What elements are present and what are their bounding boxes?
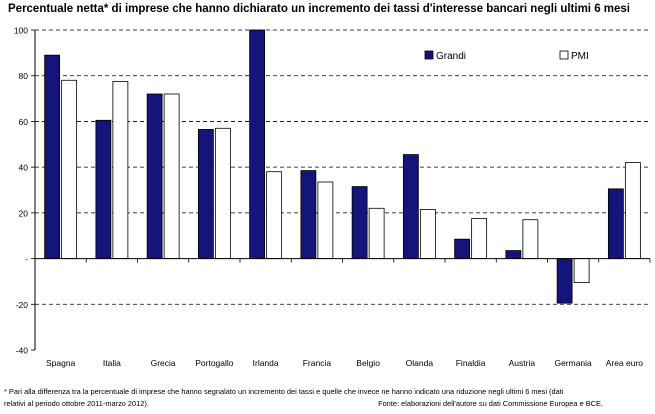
- x-tick-label: Spagna: [46, 358, 76, 368]
- x-tick-label: Olanda: [406, 358, 434, 368]
- y-tick-label: -: [25, 254, 28, 264]
- bar-pmi-grecia: [163, 93, 180, 259]
- x-tick-label: Finaldia: [456, 358, 486, 368]
- bars: [44, 29, 641, 304]
- bar-pmi-irlanda: [266, 171, 283, 259]
- y-tick-label: 40: [19, 163, 29, 173]
- bar-grandi-portogallo: [197, 129, 214, 259]
- bar-pmi-olanda: [419, 209, 436, 259]
- x-tick-label: Grecia: [151, 358, 176, 368]
- bar-grandi-austria: [505, 250, 522, 259]
- bar-grandi-finaldia: [454, 238, 471, 259]
- x-tick-label: Francia: [303, 358, 332, 368]
- axes: [31, 29, 651, 351]
- x-tick-label: Portogallo: [195, 358, 234, 368]
- bar-pmi-area-euro: [624, 162, 641, 259]
- x-tick-label: Area euro: [606, 358, 644, 368]
- legend-label-pmi: PMI: [571, 51, 589, 62]
- legend: Grandi PMI: [424, 50, 589, 62]
- bar-pmi-germania: [573, 258, 590, 283]
- legend-swatch-pmi: [559, 50, 569, 60]
- bar-grandi-belgio: [351, 186, 368, 259]
- x-tick-label: Austria: [509, 358, 536, 368]
- x-tick-label: Belgio: [356, 358, 380, 368]
- x-tick-labels: Spagna Italia Grecia Portogallo Irlanda Franc…: [46, 358, 643, 368]
- bar-pmi-spagna: [61, 79, 78, 259]
- gridlines: [35, 29, 650, 305]
- bar-grandi-spagna: [44, 54, 61, 259]
- y-tick-label: -40: [16, 346, 29, 356]
- bar-pmi-portogallo: [214, 127, 231, 259]
- bar-grandi-area-euro: [607, 188, 624, 259]
- y-tick-label: 60: [19, 117, 29, 127]
- x-tick-label: Irlanda: [253, 358, 279, 368]
- legend-swatch-grandi: [424, 50, 434, 60]
- bar-pmi-finaldia: [471, 218, 488, 259]
- source-note: Fonte: elaborazioni dell'autore su dati …: [378, 399, 603, 408]
- bar-grandi-francia: [300, 170, 317, 259]
- bar-grandi-olanda: [402, 154, 419, 259]
- y-tick-label: 100: [14, 26, 28, 36]
- x-tick-label: Italia: [103, 358, 121, 368]
- legend-label-grandi: Grandi: [436, 51, 466, 62]
- bar-grandi-grecia: [146, 93, 163, 259]
- bar-grandi-italia: [95, 119, 112, 259]
- y-tick-label: 80: [19, 71, 29, 81]
- x-tick-label: Germania: [554, 358, 592, 368]
- bar-grandi-irlanda: [249, 29, 266, 259]
- bar-pmi-italia: [112, 81, 129, 259]
- chart-title: Percentuale netta* di imprese che hanno …: [8, 3, 631, 15]
- footnote-line-1: * Pari alla differenza tra la percentual…: [4, 387, 564, 396]
- bar-pmi-belgio: [368, 207, 385, 259]
- bar-pmi-austria: [522, 219, 539, 259]
- footnote-line-2: relativi al periodo ottobre 2011-marzo 2…: [4, 399, 149, 408]
- y-tick-label: -20: [16, 300, 29, 310]
- bar-pmi-francia: [317, 181, 334, 259]
- y-tick-label: 20: [19, 208, 29, 218]
- bar-grandi-germania: [556, 258, 573, 304]
